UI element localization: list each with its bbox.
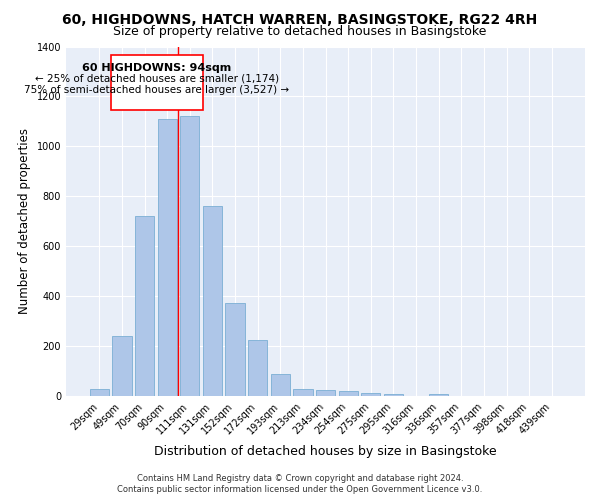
Y-axis label: Number of detached properties: Number of detached properties (18, 128, 31, 314)
Bar (135, 216, 154, 396)
Bar (361, 392, 380, 396)
Text: 60 HIGHDOWNS: 94sqm: 60 HIGHDOWNS: 94sqm (82, 62, 232, 72)
Bar (203, 206, 222, 396)
Bar (89, 389, 109, 396)
Bar (112, 336, 131, 396)
Text: Size of property relative to detached houses in Basingstoke: Size of property relative to detached ho… (113, 25, 487, 38)
Text: 75% of semi-detached houses are larger (3,527) →: 75% of semi-detached houses are larger (… (25, 85, 290, 95)
Bar (293, 389, 313, 396)
Text: Contains HM Land Registry data © Crown copyright and database right 2024.
Contai: Contains HM Land Registry data © Crown c… (118, 474, 482, 494)
FancyBboxPatch shape (110, 55, 203, 110)
Bar (338, 392, 358, 396)
Bar (429, 394, 448, 396)
Bar (180, 116, 199, 396)
Bar (316, 390, 335, 396)
Bar (158, 119, 177, 396)
Bar (248, 340, 267, 396)
Bar (226, 302, 245, 396)
Bar (384, 394, 403, 396)
Text: 60, HIGHDOWNS, HATCH WARREN, BASINGSTOKE, RG22 4RH: 60, HIGHDOWNS, HATCH WARREN, BASINGSTOKE… (62, 12, 538, 26)
X-axis label: Distribution of detached houses by size in Basingstoke: Distribution of detached houses by size … (154, 444, 497, 458)
Bar (271, 374, 290, 396)
Text: ← 25% of detached houses are smaller (1,174): ← 25% of detached houses are smaller (1,… (35, 74, 279, 84)
